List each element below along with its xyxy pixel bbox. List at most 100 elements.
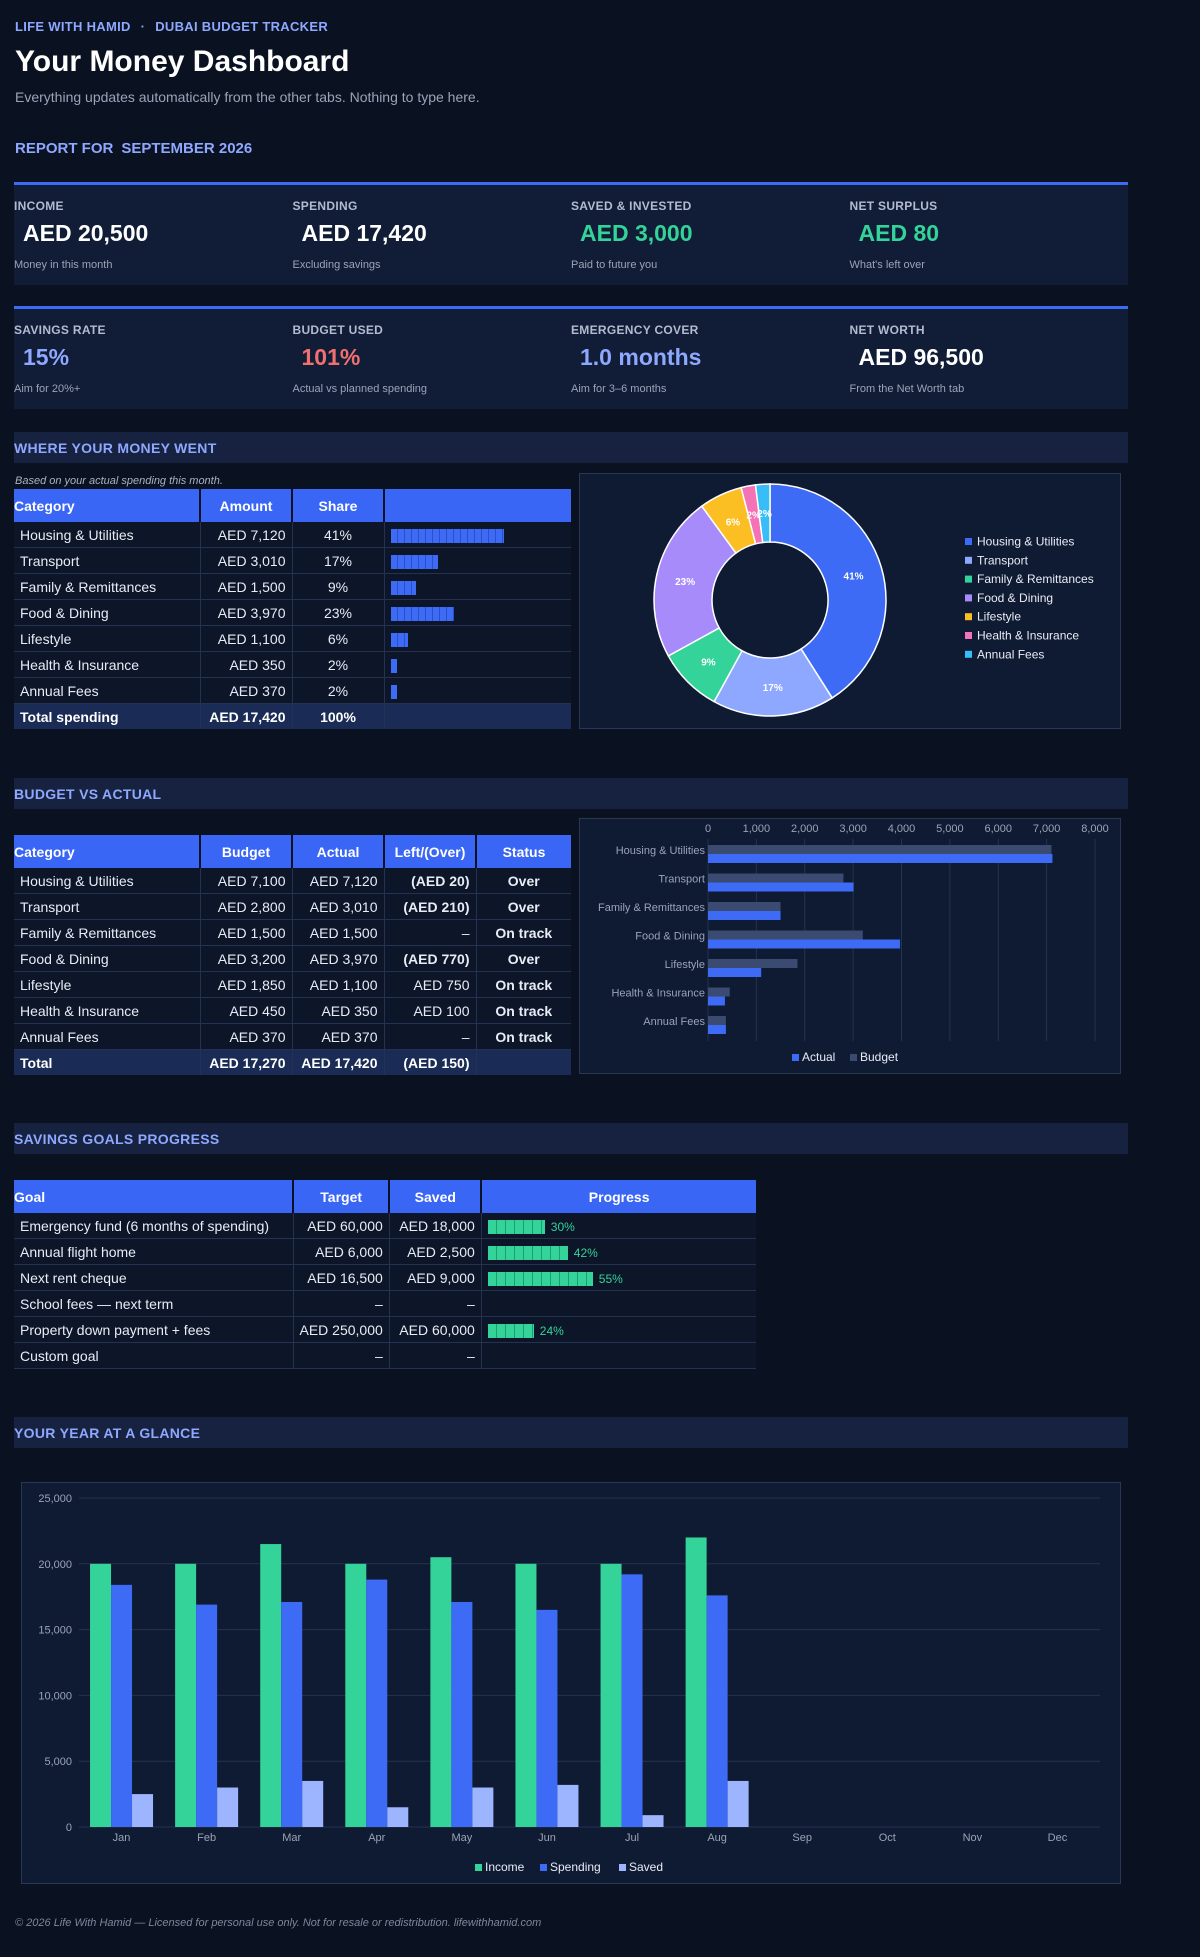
legend-label: Transport <box>977 553 1029 567</box>
saved-cell: – <box>389 1342 482 1369</box>
x-tick-label: 4,000 <box>888 823 916 835</box>
table-row: Annual Fees AED 370 AED 370– On track <box>14 1023 571 1050</box>
status-badge: Over <box>476 945 571 972</box>
pie-slice-label: 17% <box>763 683 783 694</box>
budget-cell: AED 1,850 <box>200 971 293 998</box>
table-row: Food & Dining AED 3,970 23% <box>14 599 571 626</box>
category-cell: Transport <box>14 547 201 574</box>
col-category: Category <box>14 489 201 522</box>
budget-cell: AED 1,500 <box>200 919 293 946</box>
x-tick-label: 2,000 <box>791 823 819 835</box>
progress-cell: 42% <box>481 1238 756 1265</box>
kpi-label: SAVINGS RATE <box>14 323 106 337</box>
kpi-card: BUDGET USED 101% Actual vs planned spendin… <box>293 309 571 409</box>
table-row: Housing & Utilities AED 7,120 41% <box>14 522 571 548</box>
table-row: Annual flight home AED 6,000 AED 2,500 42% <box>14 1238 756 1265</box>
share-bar-cell <box>384 547 571 574</box>
table-row: Health & Insurance AED 350 2% <box>14 651 571 678</box>
share-bar-cell <box>384 573 571 600</box>
section-title: YOUR YEAR AT A GLANCE <box>14 1425 201 1441</box>
legend-swatch <box>850 1054 857 1061</box>
kpi-subtext: Aim for 3–6 months <box>571 383 667 395</box>
total-row: Total AED 17,270 AED 17,420 (AED 150) <box>14 1049 571 1075</box>
legend-swatch <box>540 1864 547 1871</box>
kpi-value: AED 17,420 <box>301 220 427 246</box>
table-row: Lifestyle AED 1,100 6% <box>14 625 571 652</box>
x-month-label: Apr <box>368 1832 385 1844</box>
kpi-card: INCOME AED 20,500 Money in this month <box>14 185 292 285</box>
total-amount: AED 17,420 <box>200 703 293 729</box>
actual-bar <box>708 968 762 977</box>
kpi-label: INCOME <box>14 199 64 213</box>
budget-bar <box>708 930 863 940</box>
saved-cell: AED 2,500 <box>389 1238 482 1265</box>
share-bar <box>390 528 504 543</box>
left-over-cell: (AED 210) <box>384 893 477 920</box>
progress-bar <box>487 1323 534 1338</box>
kpi-label: SPENDING <box>292 199 358 213</box>
column-bar <box>90 1563 112 1827</box>
share-bar-cell <box>384 599 571 626</box>
x-month-label: Mar <box>282 1832 301 1844</box>
column-bar <box>217 1787 239 1827</box>
budget-cell: AED 2,800 <box>200 893 293 920</box>
table-row: Next rent cheque AED 16,500 AED 9,000 55% <box>14 1264 756 1291</box>
share-bar-cell <box>384 677 571 704</box>
column-bar <box>685 1537 707 1827</box>
share-cell: 2% <box>292 677 385 704</box>
budget-bar <box>708 959 798 968</box>
column-bar <box>387 1807 409 1827</box>
x-tick-label: 6,000 <box>984 823 1012 835</box>
x-month-label: Jul <box>625 1832 639 1844</box>
progress-percent: 24% <box>539 1323 564 1338</box>
share-bar-cell <box>384 522 571 548</box>
actual-bar <box>708 882 854 892</box>
legend-swatch <box>792 1054 799 1061</box>
x-tick-label: 7,000 <box>1033 823 1061 835</box>
pie-slice-label: 2% <box>757 509 772 520</box>
goal-cell: Custom goal <box>14 1342 294 1369</box>
status-badge: Over <box>476 893 571 920</box>
amount-cell: AED 3,010 <box>200 547 293 574</box>
kpi-value: AED 96,500 <box>858 344 984 370</box>
column-bar <box>621 1574 643 1827</box>
pie-slice <box>653 505 737 657</box>
amount-cell: AED 3,970 <box>200 599 293 626</box>
section-title: SAVINGS GOALS PROGRESS <box>14 1131 220 1147</box>
column-bar <box>727 1780 749 1827</box>
category-cell: Transport <box>14 893 201 920</box>
amount-cell: AED 1,100 <box>200 625 293 652</box>
left-over-cell: (AED 20) <box>384 868 477 894</box>
kpi-subtext: Aim for 20%+ <box>14 383 81 395</box>
budget-cell: AED 7,100 <box>200 868 293 894</box>
legend-label: Income <box>485 1860 525 1874</box>
left-over-cell: AED 100 <box>384 997 477 1024</box>
share-cell: 17% <box>292 547 385 574</box>
actual-bar <box>708 996 725 1006</box>
footer-copyright: © 2026 Life With Hamid — Licensed for pe… <box>15 1917 542 1929</box>
legend-label: Actual <box>802 1050 835 1064</box>
y-category-label: Food & Dining <box>635 931 705 943</box>
kpi-subtext: Excluding savings <box>292 259 381 271</box>
amount-cell: AED 370 <box>200 677 293 704</box>
year-chart-panel: 0 5,000 10,000 15,000 20,000 25,000 Jan Feb Mar A… <box>21 1482 1121 1884</box>
status-badge: On track <box>476 997 571 1024</box>
saved-cell: AED 60,000 <box>389 1316 482 1343</box>
column-bar <box>706 1595 728 1827</box>
kpi-card: SAVINGS RATE 15% Aim for 20%+ <box>14 309 292 409</box>
spending-note: Based on your actual spending this month… <box>15 475 223 487</box>
y-category-label: Health & Insurance <box>611 988 705 1000</box>
x-month-label: Dec <box>1048 1832 1068 1844</box>
share-cell: 9% <box>292 573 385 600</box>
kpi-card: SAVED & INVESTED AED 3,000 Paid to future … <box>571 185 849 285</box>
y-tick-label: 15,000 <box>38 1625 72 1637</box>
kpi-card: SPENDING AED 17,420 Excluding savings <box>293 185 571 285</box>
share-cell: 41% <box>292 522 385 548</box>
total-left-over: (AED 150) <box>384 1049 477 1075</box>
y-category-label: Housing & Utilities <box>616 845 706 857</box>
category-cell: Family & Remittances <box>14 919 201 946</box>
budget-table: Category Budget Actual Left/(Over) Statu… <box>14 835 571 1075</box>
category-cell: Health & Insurance <box>14 997 201 1024</box>
x-tick-label: 3,000 <box>839 823 867 835</box>
kpi-card: NET SURPLUS AED 80 What's left over <box>850 185 1128 285</box>
